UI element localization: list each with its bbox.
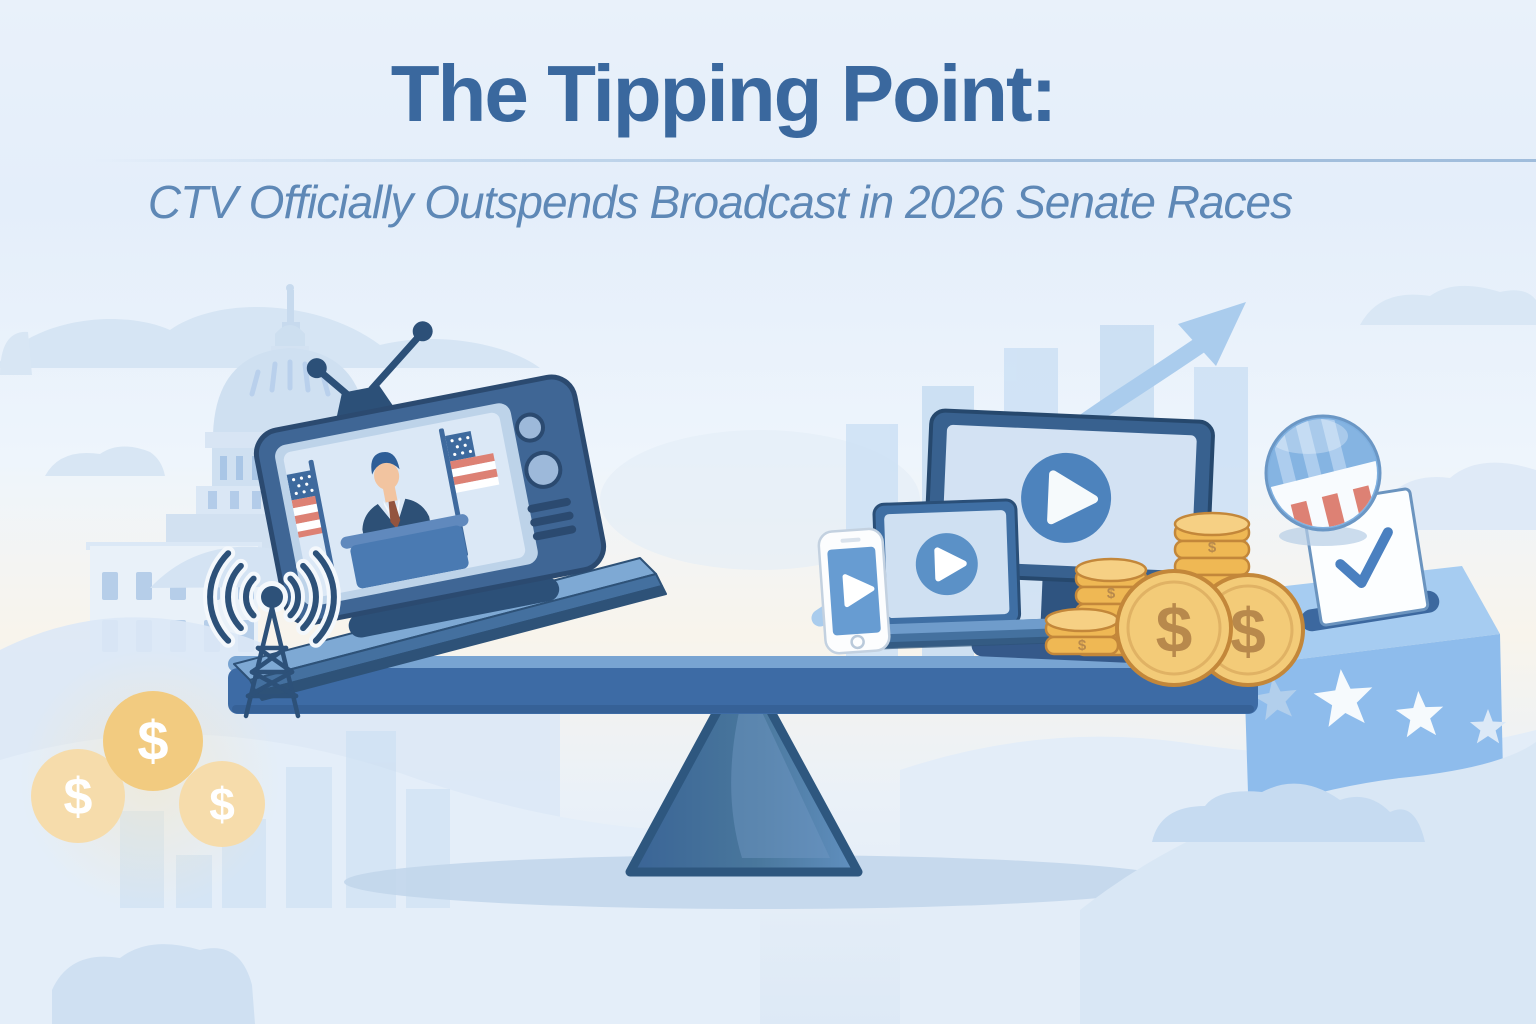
phone-home-button — [850, 634, 865, 650]
play-button-icon — [842, 574, 875, 608]
phone-speaker — [840, 537, 861, 543]
tv-screen-content — [286, 428, 500, 589]
tv-knob — [515, 412, 546, 443]
dollar-symbol: $ — [1230, 595, 1266, 667]
dollar-coin-faded: $ — [179, 761, 265, 847]
dollar-coin-icon: $ — [1115, 569, 1233, 687]
american-flag-icon — [286, 459, 338, 588]
dollar-symbol: $ — [1208, 539, 1217, 556]
checkmark-icon — [1335, 527, 1393, 588]
coin-stack-icon: $ — [1044, 607, 1120, 656]
play-button-icon — [915, 533, 978, 596]
podium — [340, 514, 469, 589]
smartphone-icon — [817, 527, 891, 655]
tv-broadcast-icon — [253, 321, 607, 638]
tv-knob — [524, 450, 563, 489]
dollar-symbol: $ — [64, 768, 93, 826]
dollar-symbol: $ — [1156, 592, 1193, 666]
dollar-coin-faded: $ — [103, 691, 203, 791]
cloud-icon — [1152, 783, 1425, 842]
tv-stand — [348, 577, 560, 638]
dollar-coin-faded: $ — [31, 749, 125, 843]
laptop-base-top — [848, 618, 1056, 636]
laptop-icon — [848, 498, 1057, 651]
dollar-symbol: $ — [1078, 637, 1087, 654]
laptop-base-edge — [854, 636, 1053, 651]
broadcast-tower-icon — [203, 546, 341, 719]
dollar-symbol: $ — [209, 778, 235, 830]
cloud-icon — [52, 944, 255, 1024]
beam-front — [228, 668, 1258, 714]
tower-mast — [243, 605, 301, 719]
dollar-symbol: $ — [137, 709, 168, 772]
play-button-icon — [1021, 452, 1112, 543]
page-title: The Tipping Point: — [390, 49, 1058, 138]
title-divider — [0, 159, 1536, 162]
balance-beam — [228, 656, 1258, 714]
signal-waves-icon — [207, 550, 337, 644]
hill-shape — [1080, 742, 1536, 1024]
star-icon — [1253, 669, 1507, 744]
dollar-symbol: $ — [1107, 585, 1116, 602]
cloud-icon — [1360, 285, 1536, 325]
beam-bottom-edge — [232, 705, 1254, 713]
tie — [388, 500, 401, 529]
page-subtitle: CTV Officially Outspends Broadcast in 20… — [147, 176, 1293, 228]
tv-vents — [527, 497, 577, 541]
cloud-icon — [0, 331, 32, 375]
cloud-icon — [45, 446, 165, 476]
ground-shadow — [344, 855, 1180, 909]
balance-fulcrum — [625, 657, 863, 877]
